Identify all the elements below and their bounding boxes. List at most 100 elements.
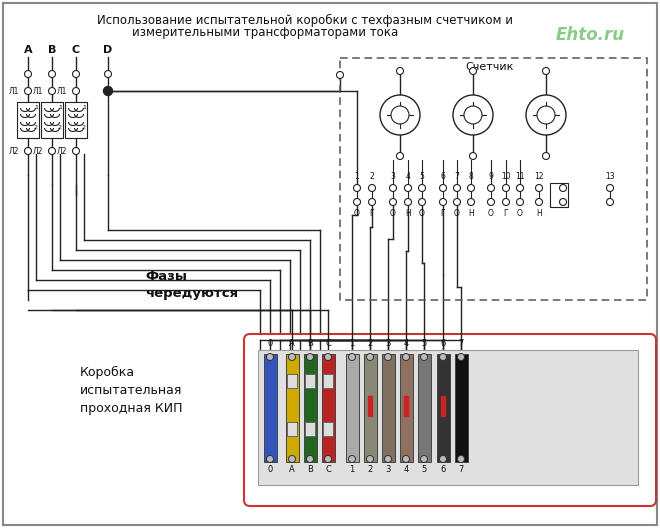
Text: Л2: Л2 [32,146,43,156]
Circle shape [385,354,391,361]
Text: 4: 4 [405,172,411,181]
Bar [287,422,297,436]
Text: 2: 2 [368,339,373,348]
Bar [323,374,333,388]
Circle shape [403,354,409,361]
Circle shape [403,456,409,463]
Circle shape [368,199,376,205]
Circle shape [73,71,79,78]
Circle shape [24,147,32,155]
Circle shape [24,71,32,78]
Circle shape [440,184,447,192]
Text: C: C [72,45,80,55]
Text: Ehto.ru: Ehto.ru [556,26,624,44]
Text: 7: 7 [455,172,459,181]
Text: 3: 3 [391,172,395,181]
Text: 7: 7 [458,465,464,474]
Circle shape [104,71,112,78]
Circle shape [380,95,420,135]
Text: 4: 4 [403,465,409,474]
Bar [364,354,376,462]
Text: Г: Г [441,209,446,218]
Circle shape [368,184,376,192]
Circle shape [48,71,55,78]
Text: Л1: Л1 [32,87,43,96]
Text: измерительными трансформаторами тока: измерительными трансформаторами тока [132,26,398,39]
Circle shape [73,147,79,155]
Circle shape [354,184,360,192]
Text: Использование испытательной коробки с техфазным счетчиком и: Использование испытательной коробки с те… [97,14,513,27]
Circle shape [440,456,447,463]
Circle shape [488,199,494,205]
Bar [381,354,395,462]
Circle shape [502,184,510,192]
Circle shape [420,456,428,463]
Circle shape [104,87,112,96]
Circle shape [488,184,494,192]
Text: Н: Н [468,209,474,218]
Text: 5: 5 [421,339,426,348]
Text: A: A [24,45,32,55]
Text: C: C [325,465,331,474]
Bar [65,102,87,138]
Text: Г: Г [370,209,374,218]
Text: 0: 0 [267,339,273,348]
Bar [368,396,372,416]
Circle shape [385,456,391,463]
Text: 1: 1 [82,105,86,110]
Text: B: B [307,339,313,348]
Text: 1: 1 [34,105,38,110]
Text: B: B [307,465,313,474]
Circle shape [560,199,566,205]
Bar [323,422,333,436]
Circle shape [348,354,356,361]
Text: Н: Н [536,209,542,218]
Circle shape [535,184,543,192]
Circle shape [288,354,296,361]
Text: 0: 0 [267,465,273,474]
Text: Г: Г [504,209,508,218]
Circle shape [469,153,477,159]
Circle shape [517,184,523,192]
Text: C: C [325,339,331,348]
Bar [41,102,63,138]
Text: Л1: Л1 [57,87,67,96]
FancyBboxPatch shape [244,334,656,506]
Circle shape [469,68,477,74]
Text: О: О [488,209,494,218]
Text: 2: 2 [368,465,373,474]
Circle shape [607,199,614,205]
Circle shape [48,88,55,95]
Bar [441,396,445,416]
Circle shape [453,184,461,192]
Text: 1: 1 [58,105,62,110]
Circle shape [397,153,403,159]
Text: 13: 13 [605,172,615,181]
Circle shape [306,456,314,463]
Bar [436,354,449,462]
Circle shape [288,456,296,463]
Circle shape [354,199,360,205]
Circle shape [420,354,428,361]
Text: 5: 5 [420,172,424,181]
Circle shape [389,184,397,192]
Text: О: О [390,209,396,218]
Text: Счетчик: Счетчик [466,62,514,72]
Bar [305,374,315,388]
Text: 2: 2 [34,125,38,130]
Text: Л2: Л2 [57,146,67,156]
Text: Фазы
чередуются: Фазы чередуются [145,270,238,300]
Circle shape [418,199,426,205]
Bar [550,183,568,207]
Text: 6: 6 [440,339,446,348]
Circle shape [537,106,555,124]
Circle shape [73,88,79,95]
Circle shape [337,71,343,79]
Circle shape [267,456,273,463]
Text: 6: 6 [440,465,446,474]
Circle shape [397,68,403,74]
Bar [404,396,408,416]
Text: 9: 9 [488,172,494,181]
Text: 1: 1 [349,465,354,474]
Circle shape [325,456,331,463]
